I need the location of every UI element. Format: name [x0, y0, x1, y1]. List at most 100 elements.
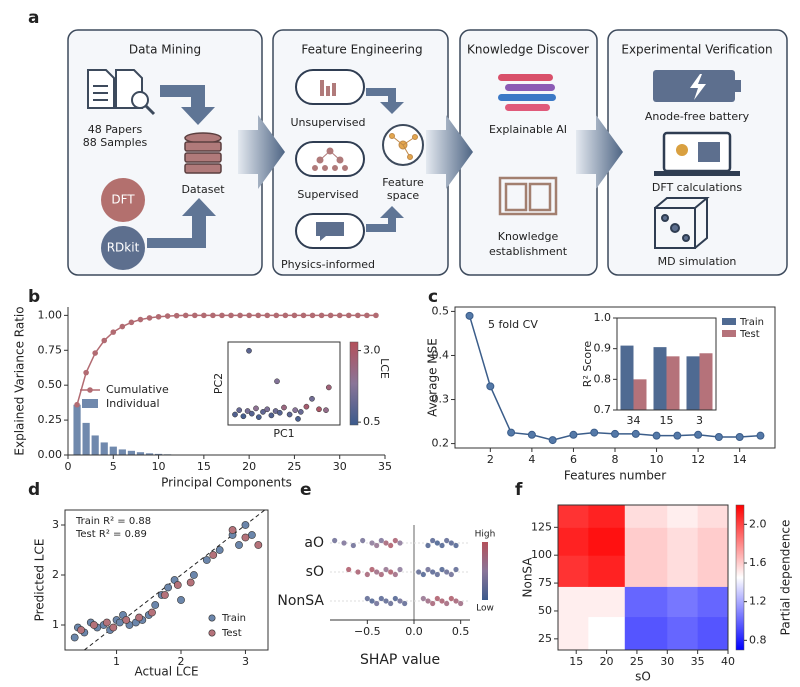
x-tick-label: 35	[378, 460, 392, 473]
stage-text: space	[387, 189, 420, 202]
x-tick-label: 10	[650, 453, 664, 466]
heat-cell	[697, 527, 729, 556]
heat-cell	[588, 555, 626, 587]
y-axis-label: R² Score	[581, 341, 594, 388]
heat-cell	[558, 586, 589, 618]
line	[468, 315, 761, 441]
x-tick-label: 15	[660, 414, 674, 427]
point	[350, 542, 356, 549]
point	[392, 537, 398, 544]
point	[364, 571, 370, 578]
panel-label: b	[28, 287, 40, 307]
workflow: Data Mining 48 Papers 88 Samples Dataset…	[67, 29, 788, 276]
marker	[164, 313, 171, 319]
x-tick-label: 15	[197, 460, 211, 473]
y-tick-label: 0.50	[38, 378, 63, 391]
point	[430, 600, 436, 607]
point	[235, 541, 243, 549]
stage-text: DFT calculations	[652, 181, 743, 194]
colorbar-tick-label: 1.2	[749, 595, 767, 608]
panel-label: f	[515, 480, 523, 500]
panel-label: c	[428, 287, 438, 307]
y-tick-label: 0.3	[432, 393, 450, 406]
marker	[327, 312, 334, 319]
heat-cell	[558, 505, 589, 528]
y-tick-label: 25	[538, 632, 552, 645]
point	[439, 598, 445, 604]
x-tick-label: 1	[113, 655, 120, 668]
y-tick-label: 1	[52, 618, 59, 631]
annotation: Train R² = 0.88	[75, 516, 151, 527]
marker	[291, 312, 298, 319]
marker	[219, 312, 225, 319]
stage-text: 88 Samples	[83, 136, 148, 149]
point	[341, 540, 347, 546]
y-tick-label: 1.0	[594, 311, 612, 324]
marker	[83, 369, 89, 376]
point	[70, 633, 79, 642]
y-tick-label: 0.75	[38, 343, 63, 356]
dft-circle	[101, 178, 145, 222]
panel-label: e	[300, 480, 312, 500]
colorbar-tick-label: 0.5	[363, 415, 381, 428]
plot-frame	[616, 317, 717, 411]
y-tick-label: 0.25	[38, 413, 63, 426]
stage-title: Experimental Verification	[621, 43, 772, 57]
point	[453, 542, 459, 549]
legend-marker	[208, 629, 216, 637]
point	[448, 571, 454, 578]
point	[332, 537, 338, 544]
point	[425, 542, 431, 549]
marker	[192, 312, 198, 319]
heat-cell	[667, 555, 699, 587]
point	[323, 407, 329, 413]
x-tick-label: −0.5	[354, 625, 381, 638]
point	[209, 551, 218, 559]
legend-swatch	[722, 318, 736, 325]
annotation: Test R² = 0.89	[75, 529, 147, 540]
point	[186, 578, 195, 587]
point	[420, 571, 426, 578]
stage-text: MD simulation	[658, 255, 737, 268]
panel-label: d	[28, 480, 40, 500]
colorbar-label: High	[475, 530, 496, 540]
point	[148, 608, 156, 617]
stage-text: Supervised	[297, 188, 358, 201]
point	[232, 411, 238, 418]
heat-cell	[558, 555, 589, 587]
marker	[527, 430, 536, 439]
inner-arrow	[366, 206, 404, 232]
point	[135, 613, 144, 622]
marker	[228, 312, 234, 319]
colorbar-tick-label: 1.6	[749, 556, 767, 569]
marker	[486, 382, 495, 391]
chat-icon	[316, 222, 344, 241]
x-tick-label: 2	[487, 453, 494, 466]
point	[309, 395, 315, 402]
battery-icon	[653, 70, 741, 102]
point	[453, 566, 459, 573]
stage-text: Physics-informed	[281, 258, 375, 271]
point	[297, 409, 304, 415]
bar	[633, 379, 647, 410]
stage-text: Dataset	[181, 183, 225, 196]
x-tick-label: 30	[333, 460, 347, 473]
point	[388, 542, 394, 549]
marker	[673, 431, 682, 440]
bar	[154, 453, 163, 455]
marker	[119, 323, 126, 330]
point	[173, 581, 182, 589]
bar	[136, 452, 145, 455]
legend-label: Test	[221, 628, 242, 639]
book-icon	[498, 176, 558, 216]
point	[241, 533, 250, 542]
heat-cell	[558, 616, 589, 651]
point	[164, 583, 173, 592]
marker	[201, 312, 207, 319]
point	[397, 540, 403, 546]
x-tick-label: 25	[287, 460, 301, 473]
x-tick-label: 4	[528, 453, 535, 466]
colorbar-tick-label: 3.0	[363, 344, 381, 357]
x-axis-label: SHAP value	[360, 652, 440, 668]
